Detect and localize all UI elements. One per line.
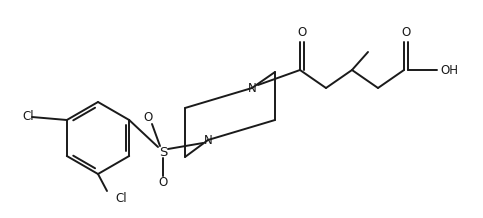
- Text: OH: OH: [440, 63, 458, 77]
- Text: O: O: [401, 26, 410, 39]
- Text: O: O: [158, 175, 168, 189]
- Text: S: S: [159, 145, 167, 158]
- Text: N: N: [204, 133, 213, 146]
- Text: Cl: Cl: [115, 191, 127, 204]
- Text: Cl: Cl: [22, 111, 34, 124]
- Text: O: O: [297, 26, 306, 39]
- Text: O: O: [143, 111, 153, 124]
- Text: N: N: [248, 82, 256, 94]
